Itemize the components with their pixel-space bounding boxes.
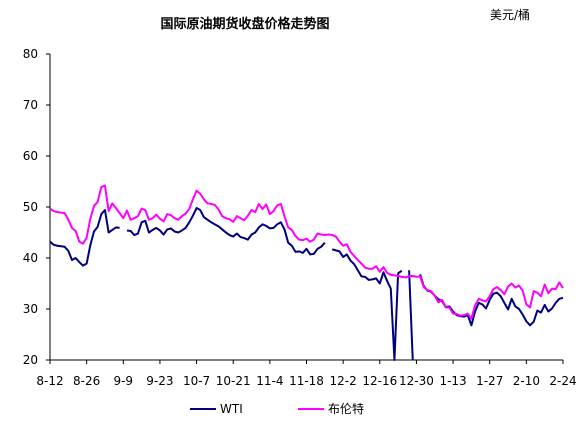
x-tick-label: 8-12 (36, 374, 63, 388)
series-line (408, 270, 414, 361)
legend-label-wti: WTI (220, 402, 243, 416)
x-tick-label: 12-30 (399, 374, 434, 388)
y-tick-label: 40 (23, 251, 38, 265)
series-line (49, 209, 120, 267)
y-tick-label: 70 (23, 98, 38, 112)
x-tick-label: 1-27 (476, 374, 503, 388)
x-axis: 8-12 8-26 9-9 9-23 10-7 10-21 11-4 11-18 12-2 12-… (36, 359, 577, 388)
x-tick-label: 9-9 (113, 374, 133, 388)
chart-title: 国际原油期货收盘价格走势图 (160, 16, 329, 32)
y-tick-label: 20 (23, 353, 38, 367)
x-tick-label: 1-13 (439, 374, 466, 388)
x-tick-label: 8-26 (73, 374, 100, 388)
x-tick-label: 2-24 (549, 374, 576, 388)
y-tick-label: 60 (23, 149, 38, 163)
series-layer (49, 184, 564, 361)
y-tick-label: 80 (23, 47, 38, 61)
x-tick-label: 11-18 (289, 374, 324, 388)
x-tick-label: 12-2 (330, 374, 357, 388)
x-tick-label: 12-16 (362, 374, 397, 388)
y-tick-label: 30 (23, 302, 38, 316)
y-tick-label: 50 (23, 200, 38, 214)
series-line (331, 248, 403, 361)
legend-label-brent: 布伦特 (328, 401, 364, 416)
legend: WTI 布伦特 (190, 401, 364, 416)
x-tick-label: 11-4 (256, 374, 283, 388)
series-1 (49, 184, 564, 320)
unit-label: 美元/桶 (490, 7, 530, 22)
series-line (49, 184, 564, 320)
y-axis: 20 30 40 50 60 70 80 (23, 47, 51, 367)
x-tick-label: 9-23 (146, 374, 173, 388)
x-tick-label: 10-21 (216, 374, 251, 388)
series-0 (49, 207, 564, 361)
x-tick-label: 2-10 (513, 374, 540, 388)
x-tick-label: 10-7 (183, 374, 210, 388)
series-line (126, 207, 326, 256)
